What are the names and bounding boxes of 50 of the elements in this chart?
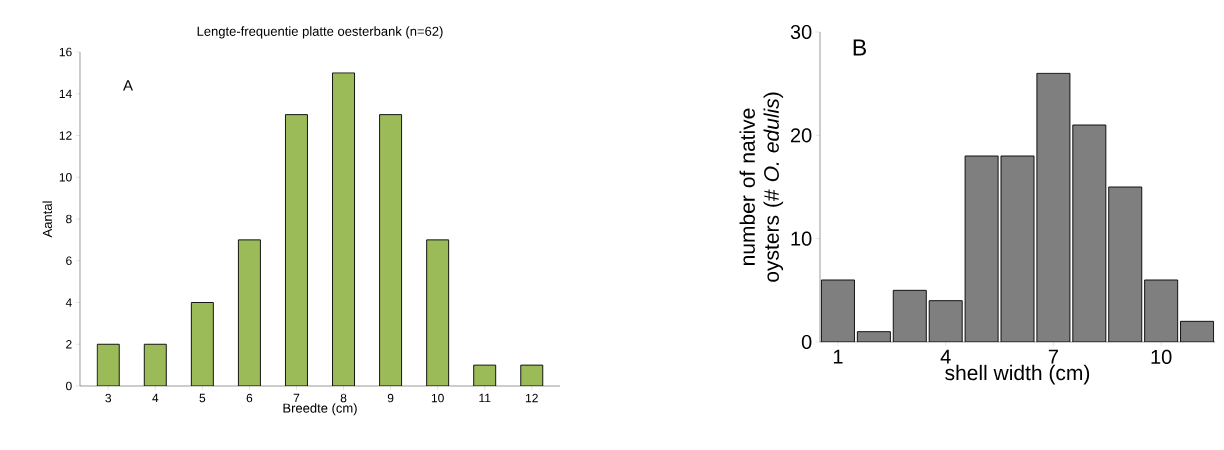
x-tick-label: 4: [152, 393, 159, 403]
bar: [1036, 72, 1071, 342]
y-tick-label: 6: [66, 256, 72, 265]
y-tick-label: 8: [66, 214, 72, 224]
x-tick-label: 5: [199, 393, 206, 403]
x-tick-label: 8: [340, 393, 347, 403]
x-tick-label: 4: [940, 349, 951, 364]
annotation: A: [123, 80, 133, 91]
bar: [1108, 186, 1143, 342]
y-tick-label: 10: [59, 173, 72, 182]
y-tick-label: 2: [66, 340, 72, 349]
bar: [892, 289, 927, 342]
bar: [1000, 155, 1035, 342]
y-tick-label: 4: [65, 298, 72, 307]
x-axis-title: shell width (cm): [945, 364, 1090, 385]
bar: [1072, 124, 1107, 342]
y-tick-label: 10: [791, 231, 812, 246]
x-tick-label: 11: [479, 393, 491, 403]
x-tick-label: 10: [431, 393, 444, 403]
y-tick-label: 0: [66, 381, 72, 391]
x-tick-label: 3: [105, 393, 112, 403]
bar: [821, 279, 855, 342]
bar: [332, 72, 355, 386]
y-tick-label: 20: [790, 128, 812, 143]
bar: [1144, 279, 1179, 342]
annotation: B: [853, 39, 866, 56]
y-tick-label: 12: [59, 131, 72, 140]
bar: [928, 300, 963, 342]
x-tick-label: 7: [1048, 349, 1058, 364]
x-tick-label: 7: [293, 393, 300, 403]
x-tick-label: 1: [833, 349, 843, 364]
x-tick-label: 9: [387, 393, 394, 403]
x-axis-title: Breedte (cm): [283, 403, 357, 416]
x-tick-label: 12: [526, 393, 538, 403]
y-tick-label: 0: [801, 334, 812, 350]
x-tick-label: 6: [246, 393, 253, 403]
chart-title: Lengte-frequentie platte oesterbank (n=62): [197, 26, 443, 39]
y-tick-label: 30: [790, 24, 812, 40]
bar: [426, 239, 450, 386]
bar: [379, 114, 403, 386]
bar: [96, 343, 120, 386]
bar: [143, 343, 167, 386]
y-tick-label: 14: [59, 89, 72, 98]
bar: [964, 155, 999, 342]
bar: [190, 302, 214, 386]
x-tick-label: 10: [1151, 349, 1172, 364]
y-axis-title: Aantal: [42, 201, 52, 238]
y-tick-label: 16: [59, 47, 72, 57]
bar: [285, 114, 308, 386]
bar: [237, 239, 261, 386]
